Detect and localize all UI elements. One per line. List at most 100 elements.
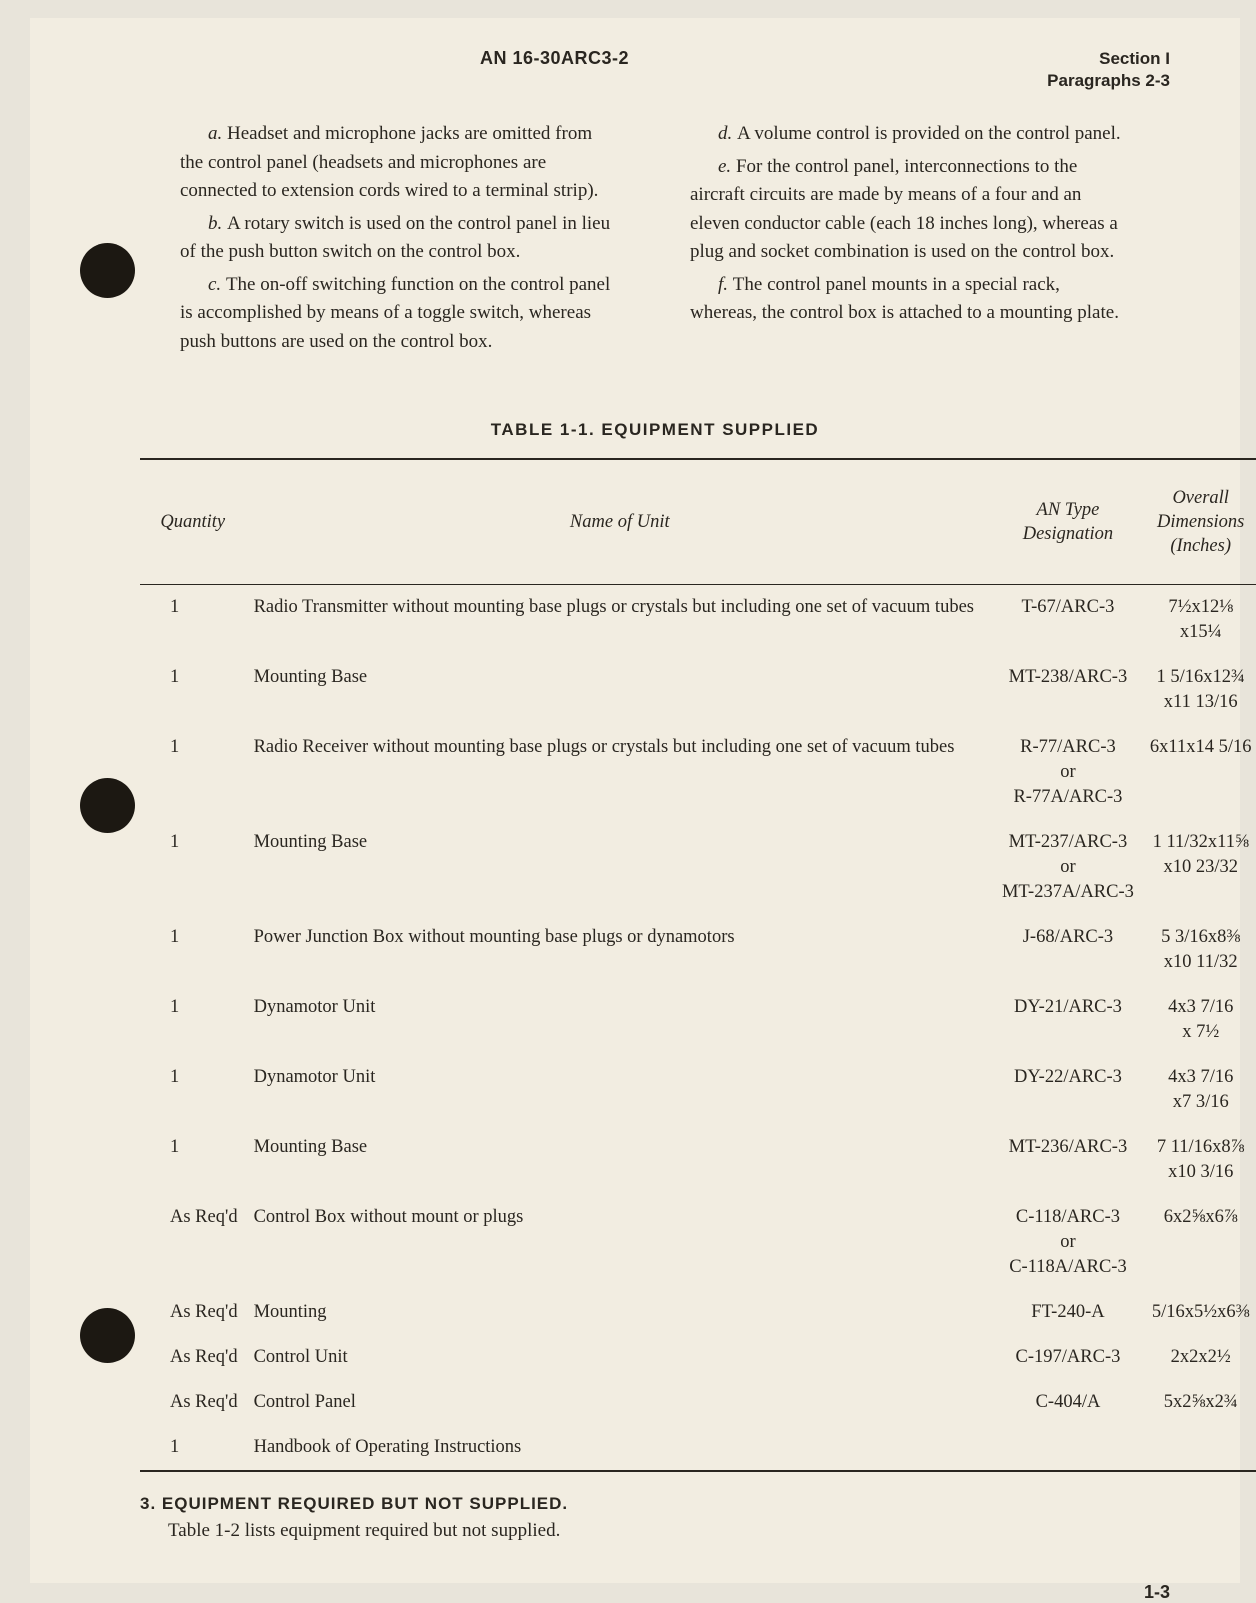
table-column-header: Quantity xyxy=(140,459,246,585)
table-cell: C-118/ARC-3orC-118A/ARC-3 xyxy=(994,1195,1142,1290)
table-cell: 4x3 7/16x 7½ xyxy=(1142,985,1256,1055)
table-column-header: OverallDimensions(Inches) xyxy=(1142,459,1256,585)
body-paragraph: e. For the control panel, interconnectio… xyxy=(690,153,1130,267)
table-cell: 2x2x2½ xyxy=(1142,1335,1256,1380)
table-cell: Mounting xyxy=(246,1290,994,1335)
left-column: a. Headset and microphone jacks are omit… xyxy=(180,120,620,360)
table-cell: Radio Receiver without mounting base plu… xyxy=(246,725,994,820)
paragraph-label: b. xyxy=(208,213,227,234)
paragraph-label: a. xyxy=(208,123,227,144)
punch-hole xyxy=(80,1308,135,1363)
body-paragraph: c. The on-off switching function on the … xyxy=(180,271,620,357)
table-row: 1Dynamotor UnitDY-22/ARC-34x3 7/16x7 3/1… xyxy=(140,1055,1256,1125)
paragraph-label: d. xyxy=(718,123,737,144)
table-cell: Dynamotor Unit xyxy=(246,985,994,1055)
table-cell: C-197/ARC-3 xyxy=(994,1335,1142,1380)
table-cell: Mounting Base xyxy=(246,820,994,915)
table-row: As Req'dMountingFT-240-A5/16x5½x6⅜0.3 xyxy=(140,1290,1256,1335)
table-row: 1Handbook of Operating Instructions1.0 xyxy=(140,1425,1256,1471)
section-3-body: Table 1-2 lists equipment required but n… xyxy=(140,1520,1170,1542)
table-row: 1Radio Transmitter without mounting base… xyxy=(140,585,1256,655)
table-cell: 4x3 7/16x7 3/16 xyxy=(1142,1055,1256,1125)
table-cell: Dynamotor Unit xyxy=(246,1055,994,1125)
table-cell: Control Panel xyxy=(246,1380,994,1425)
table-cell xyxy=(1142,1425,1256,1471)
punch-hole xyxy=(80,243,135,298)
table-cell: C-404/A xyxy=(994,1380,1142,1425)
table-cell: As Req'd xyxy=(140,1195,246,1290)
punch-hole xyxy=(80,778,135,833)
table-row: 1Mounting BaseMT-238/ARC-31 5/16x12¾x11 … xyxy=(140,655,1256,725)
table-cell: 1 xyxy=(140,820,246,915)
table-cell: 7 11/16x8⅞x10 3/16 xyxy=(1142,1125,1256,1195)
header-right: Section I Paragraphs 2-3 xyxy=(1047,48,1170,92)
equipment-table: QuantityName of UnitAN TypeDesignationOv… xyxy=(140,458,1256,1471)
table-cell: Power Junction Box without mounting base… xyxy=(246,915,994,985)
table-row: As Req'dControl PanelC-404/A5x2⅝x2¾0.871… xyxy=(140,1380,1256,1425)
table-cell: 1 xyxy=(140,655,246,725)
table-row: 1Radio Receiver without mounting base pl… xyxy=(140,725,1256,820)
section-3-heading: 3. EQUIPMENT REQUIRED BUT NOT SUPPLIED. xyxy=(140,1494,1170,1514)
table-cell: Handbook of Operating Instructions xyxy=(246,1425,994,1471)
table-cell: 1 xyxy=(140,1425,246,1471)
table-cell: 5 3/16x8⅜x10 11/32 xyxy=(1142,915,1256,985)
paragraphs-label: Paragraphs 2-3 xyxy=(1047,70,1170,92)
paragraph-label: c. xyxy=(208,274,226,295)
table-cell: FT-240-A xyxy=(994,1290,1142,1335)
page: AN 16-30ARC3-2 Section I Paragraphs 2-3 … xyxy=(30,18,1240,1583)
table-column-header: AN TypeDesignation xyxy=(994,459,1142,585)
table-cell xyxy=(994,1425,1142,1471)
table-column-header: Name of Unit xyxy=(246,459,994,585)
table-cell: As Req'd xyxy=(140,1290,246,1335)
table-cell: DY-21/ARC-3 xyxy=(994,985,1142,1055)
page-number: 1-3 xyxy=(140,1582,1170,1603)
table-row: As Req'dControl UnitC-197/ARC-32x2x2½0.3… xyxy=(140,1335,1256,1380)
table-cell: MT-238/ARC-3 xyxy=(994,655,1142,725)
table-cell: 1 xyxy=(140,1125,246,1195)
page-header: AN 16-30ARC3-2 Section I Paragraphs 2-3 xyxy=(140,48,1170,92)
table-cell: 6x2⅝x6⅞ xyxy=(1142,1195,1256,1290)
table-cell: As Req'd xyxy=(140,1335,246,1380)
body-columns: a. Headset and microphone jacks are omit… xyxy=(140,120,1170,360)
table-cell: T-67/ARC-3 xyxy=(994,585,1142,655)
table-row: 1Mounting BaseMT-236/ARC-37 11/16x8⅞x10 … xyxy=(140,1125,1256,1195)
table-cell: 1 xyxy=(140,1055,246,1125)
table-title: TABLE 1-1. EQUIPMENT SUPPLIED xyxy=(140,420,1170,440)
table-cell: 1 11/32x11⅝x10 23/32 xyxy=(1142,820,1256,915)
body-paragraph: f. The control panel mounts in a special… xyxy=(690,271,1130,328)
table-row: As Req'dControl Box without mount or plu… xyxy=(140,1195,1256,1290)
table-cell: 7½x12⅛x15¼ xyxy=(1142,585,1256,655)
table-cell: Mounting Base xyxy=(246,655,994,725)
doc-number: AN 16-30ARC3-2 xyxy=(480,48,629,69)
table-cell: 1 xyxy=(140,915,246,985)
table-cell: Radio Transmitter without mounting base … xyxy=(246,585,994,655)
table-cell: 1 5/16x12¾x11 13/16 xyxy=(1142,655,1256,725)
table-cell: 1 xyxy=(140,585,246,655)
table-cell: 5/16x5½x6⅜ xyxy=(1142,1290,1256,1335)
table-cell: 1 xyxy=(140,985,246,1055)
table-row: 1Power Junction Box without mounting bas… xyxy=(140,915,1256,985)
table-header-row: QuantityName of UnitAN TypeDesignationOv… xyxy=(140,459,1256,585)
table-cell: 1 xyxy=(140,725,246,820)
table-cell: R-77/ARC-3orR-77A/ARC-3 xyxy=(994,725,1142,820)
table-cell: 5x2⅝x2¾ xyxy=(1142,1380,1256,1425)
body-paragraph: d. A volume control is provided on the c… xyxy=(690,120,1130,149)
paragraph-label: e. xyxy=(718,156,736,177)
table-row: 1Dynamotor UnitDY-21/ARC-34x3 7/16x 7½8.… xyxy=(140,985,1256,1055)
body-paragraph: b. A rotary switch is used on the contro… xyxy=(180,210,620,267)
table-cell: DY-22/ARC-3 xyxy=(994,1055,1142,1125)
table-cell: As Req'd xyxy=(140,1380,246,1425)
section-label: Section I xyxy=(1047,48,1170,70)
body-paragraph: a. Headset and microphone jacks are omit… xyxy=(180,120,620,206)
paragraph-label: f. xyxy=(718,274,733,295)
table-cell: Control Unit xyxy=(246,1335,994,1380)
table-cell: 6x11x14 5/16 xyxy=(1142,725,1256,820)
table-cell: Mounting Base xyxy=(246,1125,994,1195)
table-cell: J-68/ARC-3 xyxy=(994,915,1142,985)
table-body: 1Radio Transmitter without mounting base… xyxy=(140,585,1256,1472)
table-cell: Control Box without mount or plugs xyxy=(246,1195,994,1290)
table-cell: MT-236/ARC-3 xyxy=(994,1125,1142,1195)
table-row: 1Mounting BaseMT-237/ARC-3orMT-237A/ARC-… xyxy=(140,820,1256,915)
table-cell: MT-237/ARC-3orMT-237A/ARC-3 xyxy=(994,820,1142,915)
right-column: d. A volume control is provided on the c… xyxy=(690,120,1130,360)
